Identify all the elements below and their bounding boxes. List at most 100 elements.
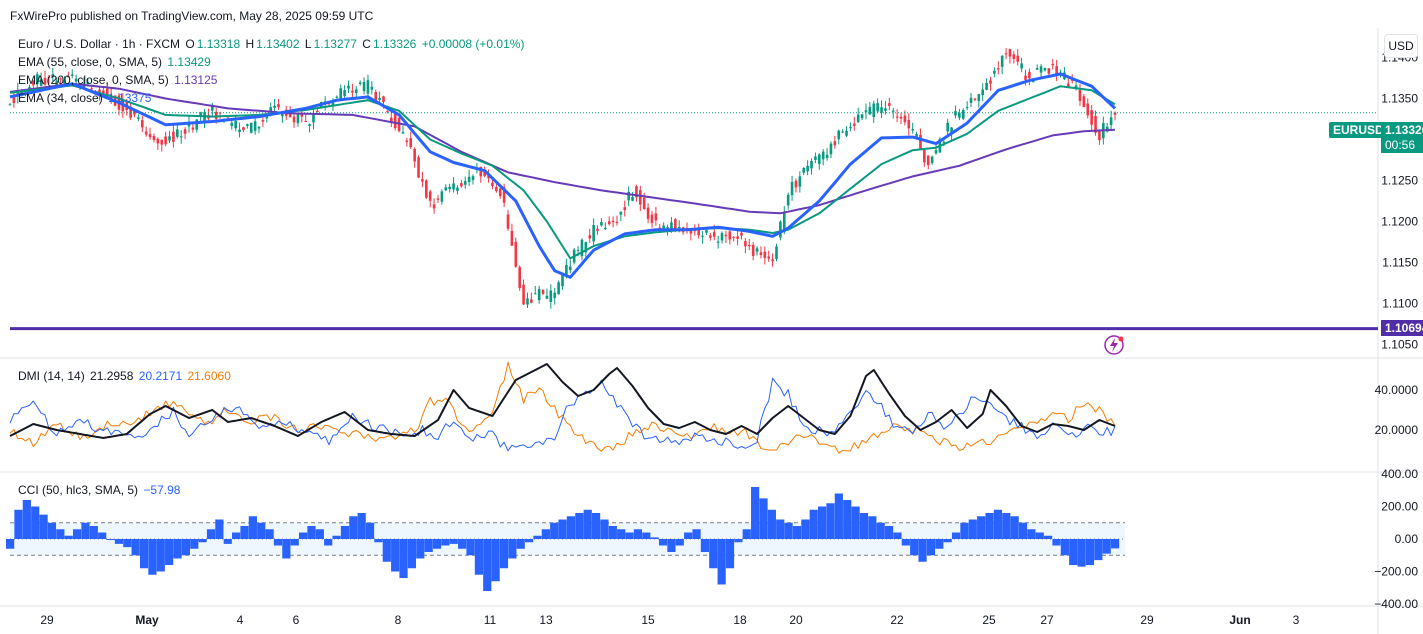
time-axis-tick: 8 [395,613,402,627]
candle-body [86,82,90,84]
candle-body [1020,63,1023,69]
cci-bar [818,506,827,539]
candle-body [522,284,525,305]
ema55-legend[interactable]: EMA (55, close, 0, SMA, 5) 1.13429 [18,55,213,69]
cci-bar [1018,522,1028,539]
candle-body [12,94,16,104]
candle-body [639,190,642,205]
cci-bar [550,522,559,539]
candle-body [899,116,903,119]
ema34-legend[interactable]: EMA (34, close) 1.13375 [18,91,153,105]
candle-body [712,231,716,237]
candle-body [479,166,483,177]
candle-body [736,236,739,239]
candle-body [148,134,152,138]
candle-body [502,187,506,203]
adx-line [9,363,1116,439]
time-axis-tick: 18 [733,613,747,627]
cci-bar [432,539,442,549]
ema200-legend[interactable]: EMA (200, close, 0, SMA, 5) 1.13125 [18,73,219,87]
cci-bar [759,498,768,539]
cci-bar [181,539,190,556]
candle-body [530,299,533,303]
candle-body [716,241,720,243]
cci-bar [1044,535,1053,539]
candle-body [1024,75,1027,80]
candle-body [129,106,132,118]
cci-bar [424,539,433,552]
candle-body [444,187,448,191]
candle-body [246,124,249,126]
candle-body [829,143,833,155]
candle-body [59,78,62,80]
candle-body [1000,55,1004,67]
candle-body [1028,71,1031,79]
candle-body [304,121,308,123]
cci-bar [190,539,199,549]
cci-bar [960,522,969,539]
candle-body [755,248,759,252]
candle-body [90,88,94,90]
countdown-label: 00:56 [1381,137,1423,153]
candle-body [977,94,981,101]
price-axis-tick: 1.1050 [1381,338,1418,352]
currency-button[interactable]: USD [1384,34,1418,58]
time-axis-tick: 11 [484,613,497,627]
candle-body [779,221,782,238]
candle-body [164,136,167,145]
cci-bar [884,526,894,539]
candle-body [709,235,712,238]
candle-body [1043,68,1047,71]
cci-bar [1052,539,1061,546]
symbol-legend: Euro / U.S. Dollar · 1h · FXCM O 1.13318 … [18,37,526,51]
candle-body [1039,66,1043,73]
cci-label: CCI (50, hlc3, SMA, 5) [18,483,139,497]
candle-body [1008,48,1012,57]
candle-body [1004,53,1008,55]
cci-bar [47,522,57,539]
candle-body [67,76,70,78]
cci-bar [583,509,592,539]
candle-body [615,221,619,224]
candle-body [802,167,806,173]
candle-body [561,273,564,287]
candle-body [790,181,794,196]
cci-bar [466,539,475,556]
candle-body [541,289,545,294]
ema34-value: 1.13375 [108,91,152,105]
cci-bar [926,539,936,556]
candle-body [1113,112,1117,115]
ohlc-open: 1.13318 [196,37,241,51]
candle-body [362,82,366,92]
alert-icon [1104,335,1124,355]
candle-body [674,219,677,232]
cci-bar [1027,529,1036,539]
candle-body [140,120,144,128]
candle-body [354,89,358,93]
ohlc-close: 1.13326 [372,37,417,51]
cci-bar [776,519,785,539]
cci-bar [901,539,910,546]
candle-body [467,176,471,183]
candle-body [603,227,607,230]
candle-body [1055,66,1058,77]
candle-body [814,156,817,160]
candle-body [397,118,401,132]
cci-bar [977,516,986,539]
candle-body [428,191,432,201]
candle-body [825,154,829,159]
candle-body [915,134,918,138]
candle-body [841,131,844,133]
candle-body [281,113,284,117]
candle-body [596,228,599,231]
candle-body [483,169,486,176]
cci-bar [859,513,869,539]
candle-body [958,113,961,118]
candle-body [518,267,522,289]
candle-body [463,181,467,185]
cci-bar [792,526,802,539]
cci-bar [240,526,249,539]
candle-body [32,81,35,86]
candle-body [308,124,311,126]
cci-bar [700,539,710,552]
